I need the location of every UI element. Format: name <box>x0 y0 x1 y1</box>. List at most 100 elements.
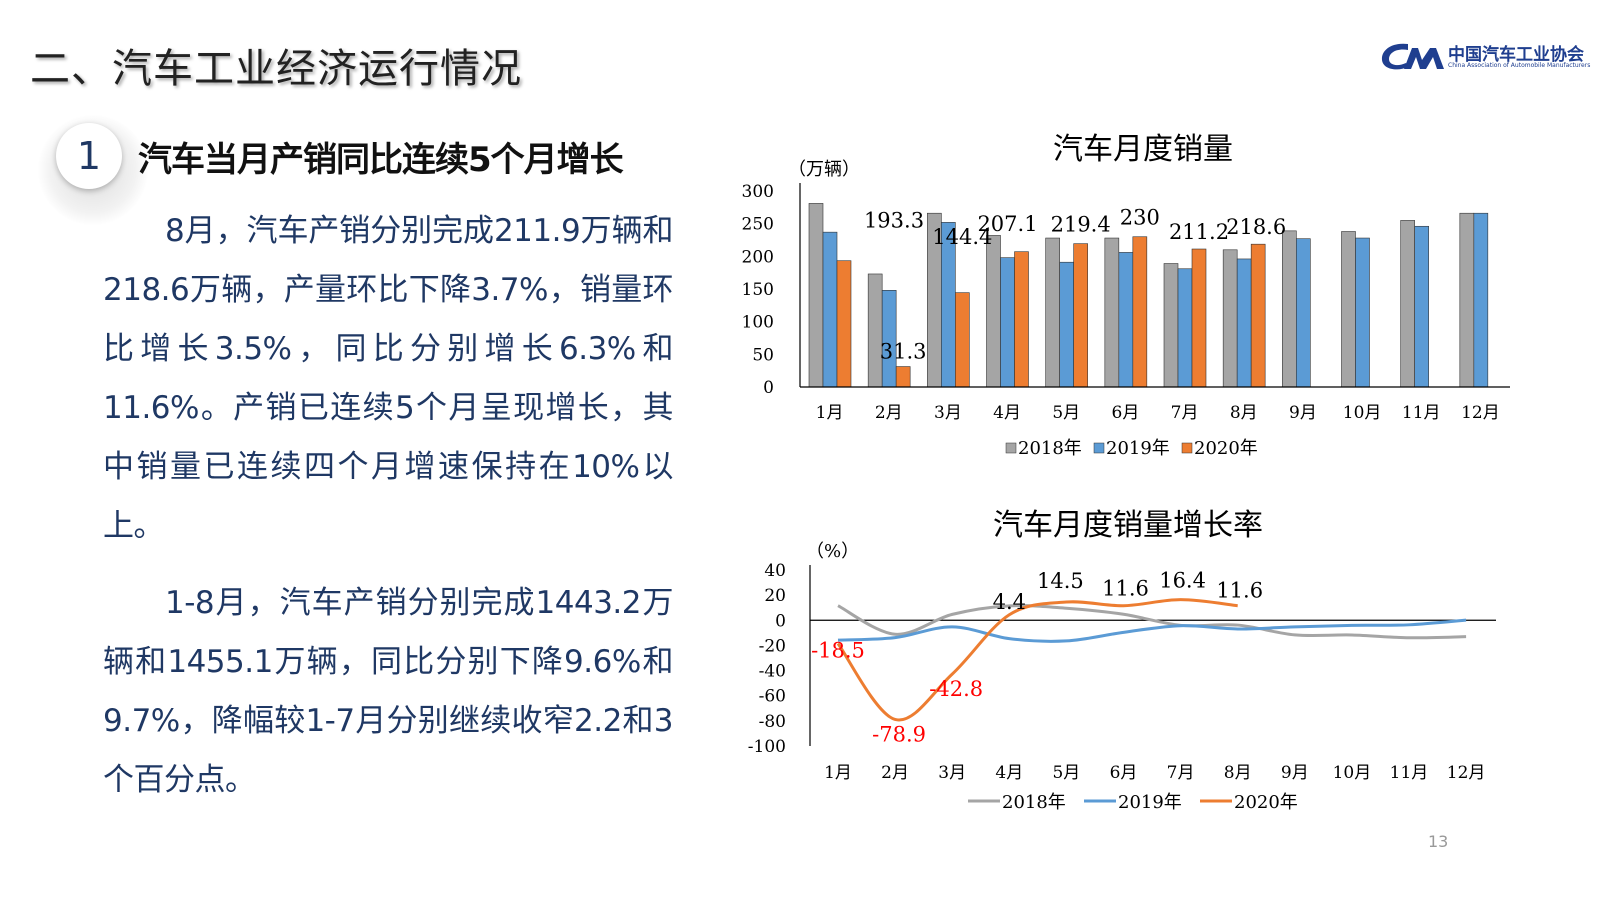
bar-2020年-3月 <box>955 292 970 388</box>
bar-2019年-10月 <box>1355 237 1370 388</box>
bar-2019年-1月 <box>822 231 838 388</box>
bar-legend-label: 2019年 <box>1106 438 1170 459</box>
line-x-tick-label: 7月 <box>1167 763 1195 783</box>
line-y-tick-label: 20 <box>764 586 786 606</box>
bar-2019年-11月 <box>1414 225 1429 388</box>
section-number-badge: 1 <box>56 123 122 189</box>
line-legend-label: 2018年 <box>1002 792 1066 813</box>
section-heading: 汽车当月产销同比连续5个月增长 <box>138 140 624 180</box>
line-x-tick-label: 5月 <box>1052 763 1080 783</box>
bar-data-label: 219.4 <box>1051 213 1111 237</box>
line-series-2019年 <box>837 618 1467 643</box>
line-series-2018年 <box>837 604 1467 640</box>
bar-y-tick-label: 100 <box>742 313 774 333</box>
line-legend-label: 2020年 <box>1234 792 1298 813</box>
bar-y-tick-label: 0 <box>763 378 774 398</box>
bar-data-label: 31.3 <box>880 340 927 364</box>
bar-x-tick-label: 12月 <box>1461 403 1500 423</box>
bar-chart-unit-label: （万辆） <box>788 159 860 180</box>
line-x-tick-label: 9月 <box>1281 763 1309 783</box>
line-y-tick-label: -80 <box>759 712 786 732</box>
bar-data-label: 144.4 <box>932 225 992 249</box>
page-number: 13 <box>1428 832 1449 851</box>
line-data-label: 14.5 <box>1037 569 1084 593</box>
body-paragraph-2-text: 1-8月，汽车产销分别完成1443.2万辆和1455.1万辆，同比分别下降9.6… <box>103 585 674 798</box>
line-y-tick-label: 40 <box>764 561 786 581</box>
logo-english-name: China Association of Automobile Manufact… <box>1448 62 1591 69</box>
bar-legend-swatch-2020年 <box>1181 442 1193 454</box>
bar-x-tick-label: 4月 <box>993 403 1021 423</box>
bar-2019年-12月 <box>1473 212 1489 388</box>
bar-2019年-4月 <box>1000 257 1015 388</box>
bar-x-tick-label: 7月 <box>1171 403 1199 423</box>
line-chart-unit-label: （%） <box>806 541 859 562</box>
line-data-label: -78.9 <box>872 722 926 746</box>
bar-y-tick-label: 150 <box>742 280 774 300</box>
bar-legend-swatch-2018年 <box>1005 442 1017 454</box>
bar-y-tick-label: 50 <box>752 345 774 365</box>
bar-2018年-12月 <box>1459 212 1475 388</box>
line-data-label: 11.6 <box>1102 577 1149 601</box>
body-paragraph-1: 8月，汽车产销分别完成211.9万辆和218.6万辆，产量环比下降3.7%，销量… <box>103 202 674 556</box>
line-x-tick-label: 2月 <box>881 763 909 783</box>
body-paragraph-2: 1-8月，汽车产销分别完成1443.2万辆和1455.1万辆，同比分别下降9.6… <box>103 574 674 810</box>
bar-2018年-5月 <box>1045 237 1060 388</box>
bar-2018年-10月 <box>1341 231 1356 388</box>
line-data-label: -42.8 <box>929 677 983 701</box>
logo-chinese-name: 中国汽车工业协会 <box>1448 45 1584 65</box>
line-x-tick-label: 12月 <box>1447 763 1486 783</box>
bar-x-tick-label: 3月 <box>934 403 962 423</box>
bar-chart-title: 汽车月度销量 <box>1053 132 1233 167</box>
bar-2019年-5月 <box>1059 261 1074 388</box>
bar-legend-label: 2018年 <box>1018 438 1082 459</box>
bar-2020年-4月 <box>1014 251 1029 388</box>
bar-2018年-1月 <box>808 203 824 388</box>
bar-2020年-8月 <box>1250 243 1266 388</box>
bar-x-tick-label: 6月 <box>1112 403 1140 423</box>
caam-logo-icon <box>1381 43 1444 70</box>
line-series-2020年 <box>836 598 1238 722</box>
line-data-label: -18.5 <box>811 639 865 663</box>
line-x-tick-label: 10月 <box>1333 763 1372 783</box>
body-paragraph-1-text: 8月，汽车产销分别完成211.9万辆和218.6万辆，产量环比下降3.7%，销量… <box>103 213 674 544</box>
bar-2018年-2月 <box>867 273 883 388</box>
bar-2020年-6月 <box>1132 236 1148 388</box>
bar-2019年-9月 <box>1296 238 1311 388</box>
line-x-tick-label: 1月 <box>824 763 852 783</box>
bar-y-tick-label: 200 <box>742 247 774 267</box>
bar-y-tick-label: 250 <box>742 215 774 235</box>
line-x-tick-label: 8月 <box>1224 763 1252 783</box>
line-chart-title: 汽车月度销量增长率 <box>993 508 1263 543</box>
line-x-tick-label: 6月 <box>1110 763 1138 783</box>
line-x-tick-label: 3月 <box>938 763 966 783</box>
line-y-tick-label: 0 <box>775 611 786 631</box>
bar-2018年-11月 <box>1400 220 1415 388</box>
monthly-sales-growth-line-chart: 汽车月度销量增长率 （%） 40 20 0 -20 -40 -60 -80 -100 1月 2月 3月 4… <box>748 508 1496 813</box>
bar-x-tick-label: 9月 <box>1289 403 1317 423</box>
bar-data-label: 193.3 <box>864 209 924 233</box>
bar-x-tick-label: 10月 <box>1343 403 1382 423</box>
bar-2020年-5月 <box>1073 243 1088 388</box>
bar-x-tick-label: 5月 <box>1052 403 1080 423</box>
bar-x-tick-label: 8月 <box>1230 403 1258 423</box>
caam-logo: 中国汽车工业协会 China Association of Automobile… <box>1378 38 1594 78</box>
line-x-tick-label: 11月 <box>1390 763 1429 783</box>
bar-legend-label: 2020年 <box>1194 438 1258 459</box>
bar-x-tick-label: 2月 <box>875 403 903 423</box>
bar-data-label: 230 <box>1120 206 1160 230</box>
bar-2018年-9月 <box>1282 230 1297 388</box>
bar-legend-swatch-2019年 <box>1093 442 1105 454</box>
line-y-tick-label: -60 <box>759 687 786 707</box>
line-x-tick-label: 4月 <box>995 763 1023 783</box>
line-data-label: 16.4 <box>1159 569 1206 593</box>
line-legend-label: 2019年 <box>1118 792 1182 813</box>
bar-2020年-1月 <box>836 260 852 388</box>
line-data-label: 11.6 <box>1216 579 1263 603</box>
bar-2018年-7月 <box>1163 263 1179 388</box>
line-y-tick-label: -100 <box>748 737 786 757</box>
line-data-label: 4.4 <box>993 590 1026 614</box>
line-y-tick-label: -40 <box>759 662 786 682</box>
bar-2019年-8月 <box>1236 258 1252 388</box>
bar-2018年-4月 <box>986 235 1001 388</box>
bar-data-label: 218.6 <box>1226 215 1286 239</box>
